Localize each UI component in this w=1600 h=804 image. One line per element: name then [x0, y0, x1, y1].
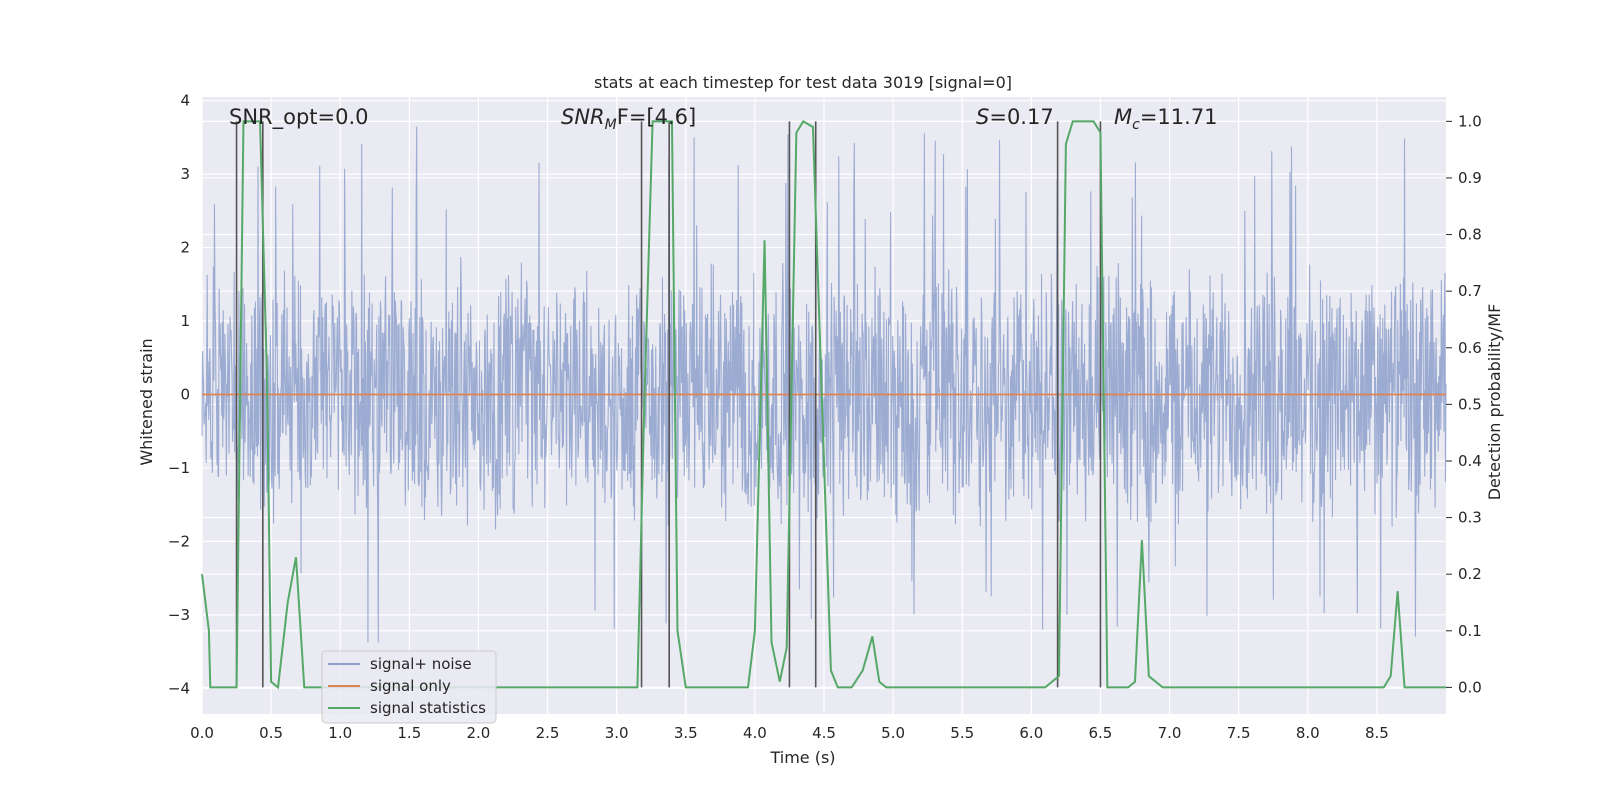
y-right-tick-label: 0.7: [1458, 282, 1482, 300]
x-tick-label: 6.0: [1019, 724, 1043, 742]
y-right-tick-label: 0.0: [1458, 678, 1482, 696]
x-tick-label: 5.0: [881, 724, 905, 742]
y-left-tick-label: 4: [180, 92, 190, 110]
x-tick-label: 1.5: [397, 724, 421, 742]
series-signal-noise: [201, 126, 1447, 643]
x-tick-label: 4.0: [743, 724, 767, 742]
x-tick-label: 2.0: [467, 724, 491, 742]
legend-label-signal-only: signal only: [370, 677, 451, 695]
x-tick-label: 8.5: [1365, 724, 1389, 742]
y-left-tick-label: −1: [168, 459, 190, 477]
annotation-snr-mf: SNRMF=[4.6]: [561, 105, 696, 133]
y-left-tick-label: 1: [180, 312, 190, 330]
y-left-tick-label: −3: [168, 606, 190, 624]
legend-box: [321, 650, 497, 724]
y-left-tick-label: −2: [168, 532, 190, 550]
chart-title: stats at each timestep for test data 301…: [594, 73, 1012, 92]
y-left-tick-label: 0: [180, 385, 190, 403]
y-right-tick-label: 0.4: [1458, 452, 1482, 470]
annotation-s-symbol: S: [976, 105, 989, 129]
x-tick-label: 8.0: [1296, 724, 1320, 742]
annotation-mc-value: =11.71: [1140, 105, 1218, 129]
series-signal-statistics: [201, 119, 1446, 690]
annotation-snr-mf-rest: F=[4.6]: [617, 105, 696, 129]
x-tick-label: 4.5: [812, 724, 836, 742]
y-right-tick-label: 1.0: [1458, 112, 1482, 130]
annotation-snr-mf-sub: M: [605, 117, 617, 133]
legend-label-signal-noise: signal+ noise: [370, 655, 472, 673]
x-tick-label: 6.5: [1089, 724, 1113, 742]
plot-area: 0.0 0.5 1.0 1.5 2.0 2.5 3.0 3.5 4.0 4.5 5.0 5.5 6.0 6…: [168, 92, 1482, 742]
y-right-tick-label: 0.2: [1458, 565, 1482, 583]
y-right-tick-label: 0.1: [1458, 622, 1482, 640]
y-left-tick-label: 2: [180, 239, 190, 257]
x-tick-label: 0.5: [259, 724, 283, 742]
annotation-s-value: =0.17: [989, 105, 1053, 129]
x-tick-label: 7.5: [1227, 724, 1251, 742]
y-left-tick-label: 3: [180, 165, 190, 183]
annotation-mc-symbol: M: [1114, 105, 1132, 129]
annotation-mc-sub: c: [1132, 117, 1140, 133]
x-tick-label: 3.0: [605, 724, 629, 742]
x-tick-label: 7.0: [1158, 724, 1182, 742]
y-axis-left-label: Whitened strain: [137, 338, 156, 465]
legend-label-signal-statistics: signal statistics: [370, 699, 486, 717]
x-tick-label: 0.0: [190, 724, 214, 742]
x-tick-label: 2.5: [536, 724, 560, 742]
legend: signal+ noise signal only signal statist…: [321, 650, 497, 724]
y-axis-right-label: Detection probability/MF: [1485, 304, 1504, 501]
x-axis-label: Time (s): [769, 748, 835, 767]
y-right-tick-label: 0.9: [1458, 169, 1482, 187]
y-right-tick-label: 0.5: [1458, 395, 1482, 413]
y-right-tick-label: 0.3: [1458, 509, 1482, 527]
x-tick-label: 5.5: [950, 724, 974, 742]
y-left-tick-label: −4: [168, 679, 190, 697]
annotation-snr-opt: SNR_opt=0.0: [229, 105, 369, 130]
annotation-s: S=0.17: [976, 105, 1054, 129]
x-tick-label: 1.0: [328, 724, 352, 742]
annotation-snr-mf-base: SNR: [561, 105, 605, 129]
y-right-tick-label: 0.6: [1458, 339, 1482, 357]
x-tick-label: 3.5: [674, 724, 698, 742]
annotation-mc: Mc=11.71: [1114, 105, 1218, 133]
y-right-tick-label: 0.8: [1458, 226, 1482, 244]
